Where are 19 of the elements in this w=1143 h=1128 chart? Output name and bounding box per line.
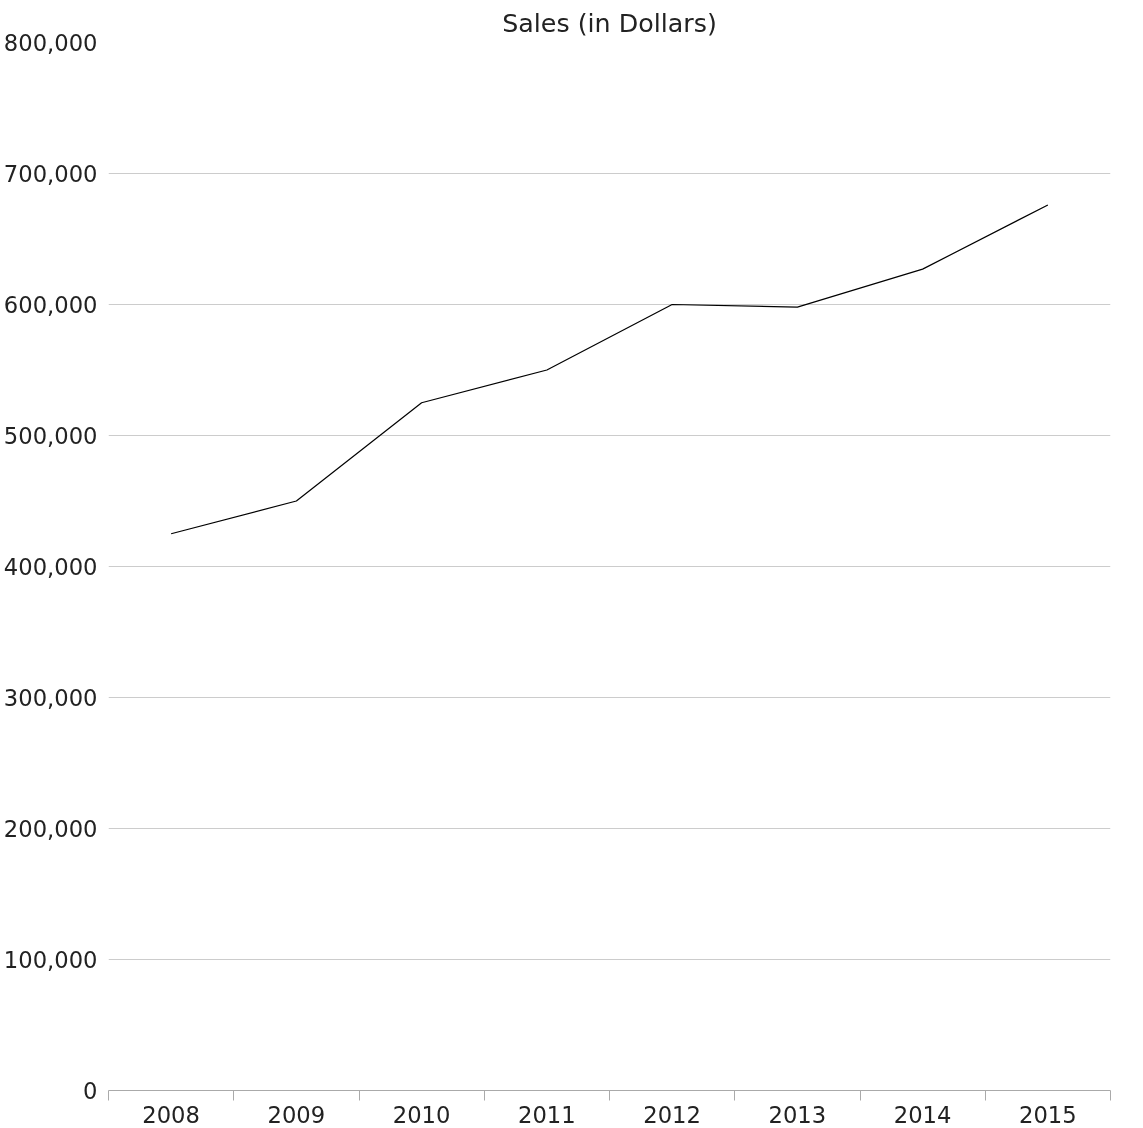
x-tick-label: 2014 [893, 1101, 952, 1128]
y-tick-label: 0 [83, 1078, 98, 1104]
y-tick-label: 800,000 [3, 30, 98, 56]
line-series [170, 204, 1049, 535]
y-tick-label: 700,000 [3, 161, 98, 187]
y-tick-label: 100,000 [3, 947, 98, 973]
x-tick-label: 2010 [392, 1101, 451, 1128]
y-tick-label: 400,000 [3, 554, 98, 580]
y-tick-label: 500,000 [3, 423, 98, 449]
x-tick-label: 2009 [267, 1101, 326, 1128]
y-tick-label: 200,000 [3, 816, 98, 842]
x-tick-label: 2012 [643, 1101, 701, 1128]
y-tick-label: 300,000 [3, 685, 98, 711]
x-tick-label: 2011 [518, 1101, 576, 1128]
y-tick-label: 600,000 [3, 292, 98, 318]
x-tick-label: 2015 [1019, 1101, 1077, 1128]
x-tick-label: 2008 [142, 1101, 200, 1128]
x-tick-label: 2013 [768, 1101, 827, 1128]
chart-title: Sales (in Dollars) [502, 7, 717, 38]
